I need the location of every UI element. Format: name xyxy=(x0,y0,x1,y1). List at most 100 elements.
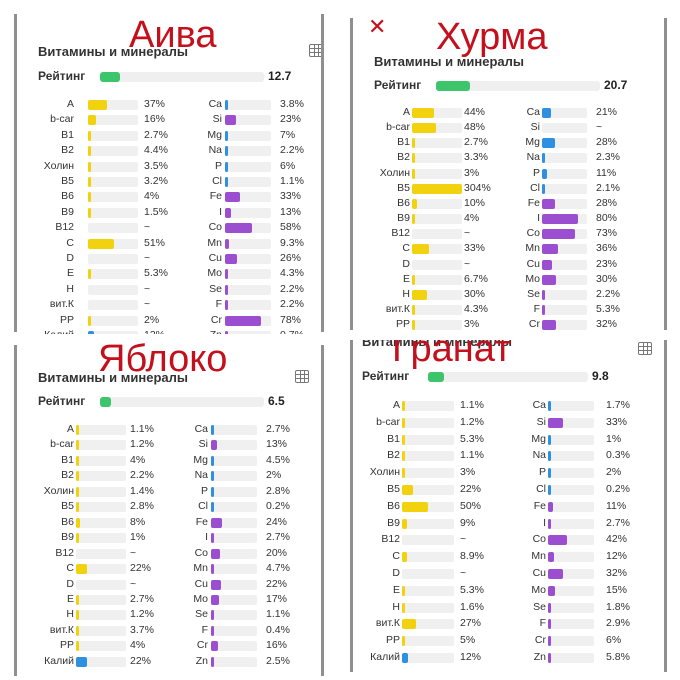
nutrient-name: PP xyxy=(59,639,74,652)
nutrient-value: 78% xyxy=(280,313,302,326)
nutrient-bar-fill xyxy=(76,564,87,575)
nutrient-row: PP 4% xyxy=(14,638,334,653)
nutrient-row: Na 2% xyxy=(14,468,334,483)
nutrient-bar-fill xyxy=(211,455,214,466)
nutrient-row: b-car 16% xyxy=(14,112,334,127)
nutrient-bar xyxy=(88,100,138,110)
nutrient-value: 1.2% xyxy=(460,415,484,428)
nutrient-bar xyxy=(76,610,126,621)
nutrient-bar xyxy=(211,564,257,575)
nutrient-bar xyxy=(412,320,462,331)
table-view-icon[interactable] xyxy=(295,370,309,383)
nutrient-name: вит.К xyxy=(49,298,74,311)
nutrient-row: Mo 17% xyxy=(14,592,334,607)
nutrient-name: C xyxy=(66,236,74,249)
panel-frame-line xyxy=(664,340,667,672)
nutrient-bar-fill xyxy=(88,115,96,126)
nutrient-bar-fill xyxy=(412,168,415,179)
nutrient-bar xyxy=(542,138,587,149)
nutrient-bar-fill xyxy=(402,468,405,479)
nutrient-name: PP xyxy=(59,313,74,326)
nutrient-name: Cl xyxy=(198,500,208,513)
nutrient-row: PP 3% xyxy=(350,317,668,332)
nutrient-value: 5.3% xyxy=(460,583,484,596)
nutrient-bar-fill xyxy=(542,198,555,209)
nutrient-name: B5 xyxy=(61,500,74,513)
nutrient-name: B9 xyxy=(61,531,74,544)
nutrient-bar xyxy=(225,223,271,234)
nutrient-bar xyxy=(548,451,594,462)
nutrient-row: D ~ xyxy=(350,257,668,272)
rating-bar xyxy=(436,81,600,91)
nutrient-value: 4% xyxy=(130,453,146,466)
nutrient-name: Cu xyxy=(194,577,208,590)
nutrient-row: F 5.3% xyxy=(350,302,668,317)
nutrient-bar xyxy=(402,619,454,630)
nutrient-bar xyxy=(548,535,594,546)
nutrient-name: Cr xyxy=(196,639,208,652)
nutrient-bar-fill xyxy=(542,289,545,300)
nutrient-value: 4.7% xyxy=(266,562,290,575)
table-view-icon[interactable] xyxy=(638,342,652,355)
nutrient-value: 24% xyxy=(266,515,288,528)
nutrient-row: A 1.1% xyxy=(14,422,334,437)
nutrient-name: Холин xyxy=(43,484,74,497)
nutrient-row: B6 10% xyxy=(350,196,668,211)
nutrient-bar xyxy=(412,229,462,240)
nutrient-name: Холин xyxy=(379,166,410,179)
cross-mark-icon: ✕ xyxy=(368,14,387,39)
nutrient-bar-fill xyxy=(402,585,405,596)
nutrient-bar-fill xyxy=(402,552,407,563)
nutrient-bar-fill xyxy=(402,485,414,495)
nutrient-row: Co 73% xyxy=(350,226,668,241)
nutrient-bar-fill xyxy=(225,192,241,203)
nutrient-row: вит.К ~ xyxy=(14,297,334,312)
nutrient-bar xyxy=(225,254,271,264)
nutrient-bar-fill xyxy=(211,610,214,621)
nutrient-name: B1 xyxy=(397,136,410,149)
nutrient-name: Na xyxy=(526,151,540,164)
nutrient-value: 2.7% xyxy=(606,516,630,529)
nutrient-row: A 37% xyxy=(14,97,334,112)
nutrient-name: A xyxy=(66,423,74,435)
nutrient-value: 5.3% xyxy=(144,267,168,280)
nutrient-row: E 6.7% xyxy=(350,272,668,287)
nutrient-bar xyxy=(225,284,271,295)
nutrient-bar-fill xyxy=(548,518,551,529)
nutrient-bar xyxy=(225,238,271,249)
nutrient-name: Cu xyxy=(208,252,222,264)
nutrient-bar-fill xyxy=(88,238,114,249)
nutrient-value: 1.1% xyxy=(460,399,484,411)
nutrient-row: B9 4% xyxy=(350,211,668,226)
nutrient-name: b-car xyxy=(50,113,74,126)
nutrient-bar xyxy=(225,177,271,187)
nutrient-bar-fill xyxy=(548,585,555,596)
nutrient-bar-fill xyxy=(225,331,228,334)
nutrient-bar-fill xyxy=(548,401,551,411)
nutrient-value: 1.6% xyxy=(460,600,484,613)
nutrient-name: Fe xyxy=(527,196,540,209)
nutrient-name: Ca xyxy=(194,423,208,435)
nutrient-name: F xyxy=(201,623,208,636)
nutrient-bar-fill xyxy=(542,229,575,240)
nutrient-row: C 51% xyxy=(14,236,334,251)
nutrient-bar xyxy=(211,579,257,590)
nutrient-value: 33% xyxy=(280,190,302,203)
nutrient-name: P xyxy=(200,484,208,497)
nutrient-value: 5.3% xyxy=(596,302,620,315)
nutrient-name: B1 xyxy=(61,128,74,141)
nutrient-bar xyxy=(88,300,138,311)
nutrient-bar-fill xyxy=(76,625,79,636)
nutrient-name: A xyxy=(402,106,410,118)
nutrient-row: B12 ~ xyxy=(14,546,334,561)
nutrient-bar-fill xyxy=(225,223,252,234)
nutrient-row: Cl 0.2% xyxy=(14,499,334,514)
nutrient-value: 1.2% xyxy=(130,438,154,451)
nutrient-bar xyxy=(211,425,257,435)
nutrient-bar-fill xyxy=(542,274,556,285)
nutrient-bar xyxy=(402,501,454,512)
nutrient-bar-fill xyxy=(542,244,559,255)
nutrient-bar-fill xyxy=(548,636,551,647)
nutrient-row: H ~ xyxy=(14,282,334,297)
nutrient-name: Cu xyxy=(532,567,546,579)
